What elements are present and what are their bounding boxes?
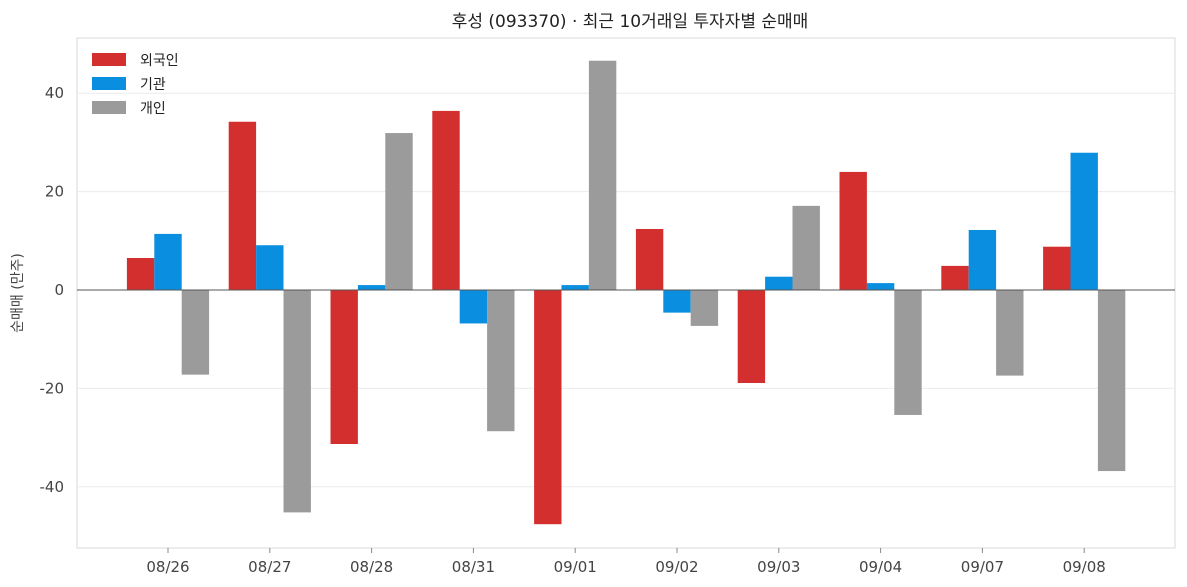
bar-institution <box>1070 152 1098 290</box>
legend-label-foreign: 외국인 <box>140 53 179 69</box>
bar-foreign <box>330 290 358 444</box>
y-tick-label: 20 <box>45 183 64 201</box>
bar-individual <box>690 290 719 326</box>
bar-foreign <box>839 171 867 290</box>
x-tick-labels: 08/26 08/27 08/28 08/31 09/01 09/02 09/03 09/04… <box>146 548 1106 576</box>
y-tick-labels: -40 -20 0 20 40 <box>40 84 65 496</box>
x-tick-label: 09/04 <box>859 558 902 576</box>
bar-institution <box>154 233 182 290</box>
x-tick-label: 08/28 <box>350 558 393 576</box>
bar-foreign <box>737 290 766 383</box>
bars <box>126 60 1126 525</box>
bar-foreign <box>432 110 460 290</box>
bar-foreign <box>126 258 155 290</box>
y-tick-label: -20 <box>40 379 65 397</box>
y-tick-label: -40 <box>40 478 65 496</box>
bar-individual <box>588 60 617 291</box>
bar-foreign <box>534 290 562 525</box>
bar-individual <box>283 290 311 513</box>
x-tick-label: 08/26 <box>146 558 189 576</box>
bar-foreign <box>635 228 664 290</box>
legend-swatch-institution <box>92 77 126 90</box>
bar-foreign <box>941 265 969 290</box>
x-tick-label: 09/03 <box>757 558 800 576</box>
y-tick-label: 40 <box>45 84 64 102</box>
bar-institution <box>459 290 488 324</box>
bar-foreign <box>1043 246 1071 290</box>
x-tick-label: 08/31 <box>452 558 495 576</box>
legend-label-individual: 개인 <box>140 101 166 117</box>
bar-institution <box>968 229 997 290</box>
x-tick-label: 09/01 <box>554 558 597 576</box>
bar-individual <box>181 290 210 375</box>
bar-individual <box>487 290 515 432</box>
y-axis-title: 순매매 (만주) <box>10 253 26 333</box>
x-tick-label: 09/08 <box>1063 558 1106 576</box>
bar-institution <box>663 290 691 313</box>
bar-individual <box>385 133 413 290</box>
bar-institution <box>866 283 895 290</box>
bar-institution <box>561 285 589 290</box>
bar-institution <box>256 245 284 290</box>
gridlines <box>77 92 1175 488</box>
bar-individual <box>996 290 1024 376</box>
bar-institution <box>765 276 793 290</box>
x-tick-label: 09/07 <box>961 558 1004 576</box>
y-tick-label: 0 <box>54 281 64 299</box>
bar-foreign <box>228 121 257 291</box>
bar-individual <box>894 290 922 415</box>
legend-swatch-individual <box>92 101 126 114</box>
bar-individual <box>1097 290 1126 472</box>
legend-label-institution: 기관 <box>140 77 166 93</box>
chart-title: 후성 (093370) · 최근 10거래일 투자자별 순매매 <box>452 12 809 32</box>
bar-institution <box>357 285 386 290</box>
legend-swatch-foreign <box>92 53 126 66</box>
bar-individual <box>792 205 820 290</box>
legend: 외국인 기관 개인 <box>92 53 179 117</box>
x-tick-label: 09/02 <box>655 558 698 576</box>
x-tick-label: 08/27 <box>248 558 291 576</box>
plot-frame <box>76 37 1176 549</box>
